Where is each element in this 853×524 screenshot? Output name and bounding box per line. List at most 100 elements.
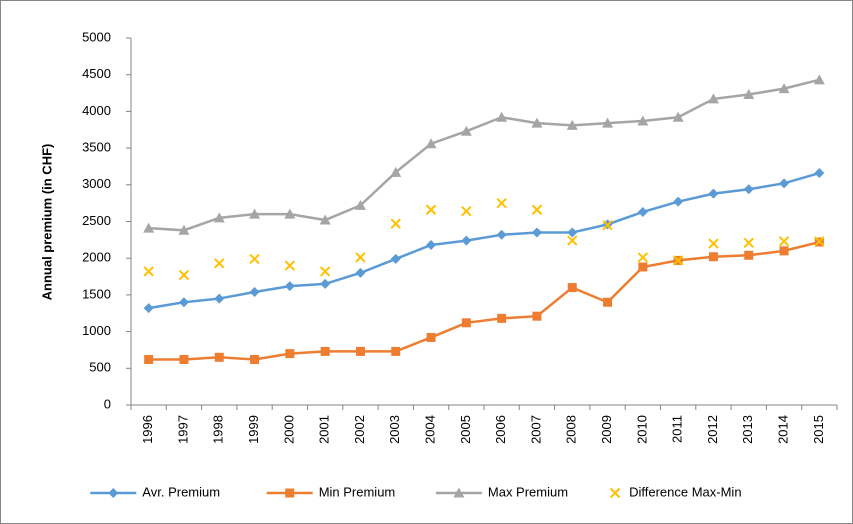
data-point xyxy=(143,303,154,314)
legend-marker xyxy=(285,488,295,498)
data-point xyxy=(497,313,507,323)
y-tick-label: 3500 xyxy=(82,140,111,155)
data-point xyxy=(637,115,649,126)
x-tick-label: 1996 xyxy=(140,415,155,444)
data-point xyxy=(708,238,719,249)
data-point xyxy=(743,89,755,100)
data-point xyxy=(637,252,649,263)
data-point xyxy=(602,117,614,128)
data-point xyxy=(178,297,189,308)
data-point xyxy=(531,204,543,215)
y-axis-title: Annual premium (in CHF) xyxy=(39,144,54,301)
y-tick-label: 0 xyxy=(104,396,111,411)
series-line xyxy=(148,171,820,310)
y-tick-label: 2500 xyxy=(82,213,111,228)
data-point xyxy=(814,236,825,247)
data-point xyxy=(426,332,436,342)
data-point xyxy=(496,197,507,209)
y-tick-label: 2000 xyxy=(82,250,111,265)
data-point xyxy=(602,219,613,231)
data-point xyxy=(567,227,578,238)
data-point xyxy=(391,346,401,356)
data-point xyxy=(178,269,190,281)
legend-marker xyxy=(453,487,465,498)
data-point xyxy=(743,237,754,248)
data-point xyxy=(460,125,472,136)
data-point xyxy=(425,138,437,149)
data-point xyxy=(566,119,578,130)
x-tick-label: 2015 xyxy=(811,415,826,444)
x-tick-label: 2009 xyxy=(599,415,614,444)
legend-label: Avr. Premium xyxy=(142,484,220,499)
x-tick-label: 2014 xyxy=(775,415,790,444)
x-tick-label: 1999 xyxy=(246,415,261,444)
x-tick-label: 2010 xyxy=(634,415,649,444)
data-point xyxy=(567,235,578,246)
data-point xyxy=(531,117,543,128)
data-point xyxy=(779,246,789,256)
x-tick-label: 2008 xyxy=(564,415,579,444)
data-point xyxy=(638,262,648,272)
data-point xyxy=(743,184,754,195)
y-tick-label: 1500 xyxy=(82,286,111,301)
data-point xyxy=(778,83,790,94)
x-tick-label: 1997 xyxy=(175,415,190,444)
x-tick-label: 2011 xyxy=(670,415,685,443)
x-tick-label: 2013 xyxy=(740,415,755,444)
data-point xyxy=(425,204,437,215)
x-tick-label: 2002 xyxy=(352,415,367,444)
data-point xyxy=(143,266,154,277)
y-tick-label: 500 xyxy=(89,360,111,375)
y-tick-label: 4000 xyxy=(82,103,111,118)
data-point xyxy=(708,252,718,262)
data-point xyxy=(179,354,189,364)
x-tick-label: 2006 xyxy=(493,415,508,444)
data-point xyxy=(532,311,542,321)
data-point xyxy=(320,346,330,356)
data-point xyxy=(531,227,542,238)
data-point xyxy=(213,212,225,223)
data-point xyxy=(496,111,508,122)
data-point xyxy=(214,293,225,304)
data-point xyxy=(707,93,719,104)
x-tick-label: 2000 xyxy=(281,415,296,444)
data-point xyxy=(178,224,190,235)
legend-marker xyxy=(609,487,621,499)
data-point xyxy=(143,222,155,233)
data-point xyxy=(284,208,296,219)
data-point xyxy=(390,253,401,264)
y-tick-label: 5000 xyxy=(82,29,111,44)
data-point xyxy=(319,266,331,277)
data-point xyxy=(284,260,296,271)
x-tick-label: 2001 xyxy=(317,415,332,444)
data-point xyxy=(779,178,790,189)
data-point xyxy=(249,208,261,219)
data-point xyxy=(319,214,331,225)
data-point xyxy=(603,297,613,307)
data-point xyxy=(461,318,471,328)
data-point xyxy=(390,166,402,177)
data-point xyxy=(250,354,260,364)
data-point xyxy=(744,250,754,260)
data-point xyxy=(673,196,684,207)
data-point xyxy=(672,111,684,122)
x-tick-label: 2007 xyxy=(528,415,543,444)
data-point xyxy=(249,253,260,265)
x-tick-label: 2004 xyxy=(422,415,437,444)
data-point xyxy=(214,352,224,362)
x-tick-label: 2012 xyxy=(705,415,720,444)
data-point xyxy=(461,235,472,246)
data-point xyxy=(496,229,507,240)
data-point xyxy=(637,206,648,217)
x-tick-label: 2003 xyxy=(387,415,402,444)
x-tick-label: 1998 xyxy=(211,415,226,444)
data-point xyxy=(284,281,295,292)
series-line xyxy=(148,78,820,232)
data-point xyxy=(778,236,790,247)
y-tick-label: 3000 xyxy=(82,176,111,191)
data-point xyxy=(285,349,295,359)
data-point xyxy=(708,188,719,199)
data-point xyxy=(813,74,825,85)
data-point xyxy=(672,255,684,266)
